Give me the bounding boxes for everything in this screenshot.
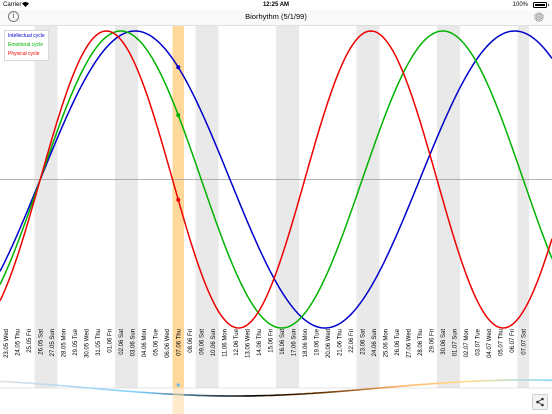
wifi-icon xyxy=(22,2,29,7)
date-tick-label: 27.05 Sun xyxy=(50,329,56,356)
legend-item-physical: Physical cycle xyxy=(8,51,40,57)
date-tick-label: 13.06 Wed xyxy=(245,329,251,358)
date-tick-label: 23.05 Wed xyxy=(4,329,10,358)
date-tick-label: 02.07 Mon xyxy=(464,329,470,357)
date-tick-label: 18.06 Mon xyxy=(303,329,309,357)
weekend-stripe xyxy=(287,26,299,388)
date-tick-label: 29.05 Tue xyxy=(73,328,79,355)
date-tick-label: 01.06 Fri xyxy=(107,329,113,353)
date-tick-label: 04.06 Mon xyxy=(142,329,148,357)
date-tick-label: 30.05 Wed xyxy=(84,329,90,358)
emotional-cycle-line xyxy=(0,30,552,329)
date-tick-label: 07.07 Sat xyxy=(521,329,527,355)
date-tick-label: 08.06 Fri xyxy=(188,329,194,353)
overview-strip[interactable] xyxy=(0,374,552,414)
battery-icon xyxy=(533,2,549,8)
date-tick-label: 07.06 Thu xyxy=(176,329,182,356)
weekend-stripe xyxy=(115,26,127,388)
date-tick-label: 25.06 Mon xyxy=(383,329,389,357)
overview-highlight xyxy=(172,374,184,414)
date-tick-label: 09.06 Sat xyxy=(199,329,205,355)
date-tick-label: 03.07 Tue xyxy=(475,328,481,355)
weekend-stripe xyxy=(195,26,207,388)
date-tick-label: 06.07 Fri xyxy=(510,329,516,353)
emotional-cycle-marker xyxy=(176,113,181,118)
date-tick-label: 17.06 Sun xyxy=(291,329,297,356)
status-time: 12:25 AM xyxy=(262,2,290,8)
carrier-label: Carrier xyxy=(3,2,22,8)
date-tick-label: 31.05 Thu xyxy=(96,329,102,356)
date-tick-label: 03.06 Sun xyxy=(130,329,136,356)
status-bar: Carrier 12:25 AM 100% xyxy=(0,0,552,10)
date-tick-label: 26.05 Sat xyxy=(38,329,44,355)
date-tick-label: 29.06 Fri xyxy=(429,329,435,353)
date-tick-label: 28.06 Thu xyxy=(418,329,424,356)
intellectual-cycle-line xyxy=(0,30,552,329)
weekend-stripe xyxy=(356,26,368,388)
date-tick-label: 21.06 Thu xyxy=(337,329,343,356)
date-tick-label: 12.06 Tue xyxy=(234,328,240,355)
date-tick-label: 15.06 Fri xyxy=(268,329,274,353)
date-tick-label: 02.06 Sat xyxy=(119,329,125,355)
physical-cycle-marker xyxy=(176,197,181,202)
weekend-stripe xyxy=(34,26,46,388)
weekend-stripe xyxy=(437,26,449,388)
legend-item-intellectual: Intellectual cycle xyxy=(8,33,45,39)
biorhythm-chart[interactable]: 23.05 Wed 24.05 Thu 25.05 Fri 26.05 Sat 27.0… xyxy=(0,26,552,388)
intellectual-cycle-marker xyxy=(176,65,181,70)
weekend-stripe xyxy=(126,26,138,388)
chart-legend: Intellectual cycle Emotional cycle Physi… xyxy=(4,30,49,61)
physical-cycle-line xyxy=(0,30,552,329)
date-tick-label: 27.06 Wed xyxy=(406,329,412,358)
date-tick-label: 30.06 Sat xyxy=(441,329,447,355)
navigation-bar: i Biorhythm (5/1/99) xyxy=(0,10,552,26)
date-tick-label: 24.06 Sun xyxy=(372,329,378,356)
weekend-stripe xyxy=(517,26,529,388)
date-tick-label: 04.07 Wed xyxy=(487,329,493,358)
date-tick-label: 28.05 Mon xyxy=(61,329,67,357)
date-tick-label: 11.06 Mon xyxy=(222,329,228,357)
gear-icon[interactable] xyxy=(533,11,545,23)
date-tick-label: 05.06 Tue xyxy=(153,328,159,355)
overview-curve xyxy=(0,379,552,397)
share-icon xyxy=(536,397,544,407)
date-tick-label: 10.06 Sun xyxy=(211,329,217,356)
legend-item-emotional: Emotional cycle xyxy=(8,42,44,48)
date-tick-label: 26.06 Tue xyxy=(395,328,401,355)
overview-marker xyxy=(176,383,180,387)
date-tick-label: 19.06 Tue xyxy=(314,328,320,355)
date-tick-label: 14.06 Thu xyxy=(257,329,263,356)
date-tick-label: 01.07 Sun xyxy=(452,329,458,356)
weekend-stripe xyxy=(46,26,58,388)
info-icon[interactable]: i xyxy=(8,11,19,22)
date-tick-label: 06.06 Wed xyxy=(165,329,171,358)
date-tick-label: 20.06 Wed xyxy=(326,329,332,358)
weekend-stripe xyxy=(368,26,380,388)
battery-percentage: 100% xyxy=(512,2,528,8)
share-button[interactable] xyxy=(532,394,548,410)
date-tick-label: 25.05 Fri xyxy=(27,329,33,353)
page-title: Biorhythm (5/1/99) xyxy=(245,12,307,21)
weekend-stripe xyxy=(276,26,288,388)
date-tick-label: 16.06 Sat xyxy=(280,329,286,355)
date-tick-label: 24.05 Thu xyxy=(15,329,21,356)
date-tick-label: 23.06 Sat xyxy=(360,329,366,355)
date-tick-label: 22.06 Fri xyxy=(349,329,355,353)
date-tick-label: 05.07 Thu xyxy=(498,329,504,356)
weekend-stripe xyxy=(207,26,219,388)
weekend-stripe xyxy=(448,26,460,388)
selected-day-highlight xyxy=(172,26,184,388)
